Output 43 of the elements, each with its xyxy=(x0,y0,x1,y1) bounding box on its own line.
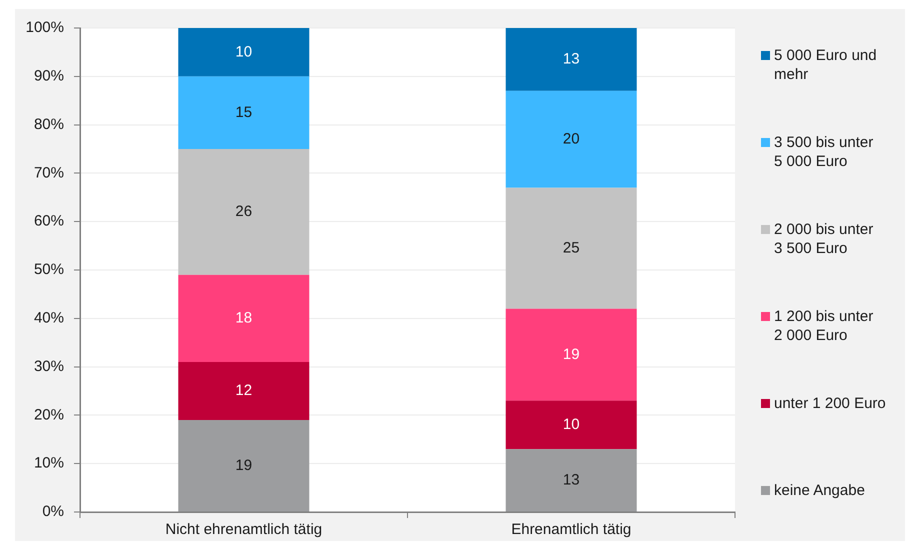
data-label: 19 xyxy=(562,346,580,363)
legend-label: 3 500 bis unter 5 000 Euro xyxy=(774,133,874,171)
bar xyxy=(506,449,637,512)
y-tick-label: 10% xyxy=(34,454,64,472)
legend-label: unter 1 200 Euro xyxy=(774,394,887,413)
legend-label: keine Angabe xyxy=(774,481,866,500)
bar xyxy=(506,28,637,91)
y-tick-label: 60% xyxy=(34,212,64,230)
y-tick-label: 50% xyxy=(34,261,64,278)
y-tick-label: 20% xyxy=(34,406,64,424)
data-label: 26 xyxy=(235,203,252,220)
y-tick-label: 0% xyxy=(42,503,64,520)
bar xyxy=(506,308,637,401)
x-tick-label: Ehrenamtlich tätig xyxy=(511,521,632,538)
bar xyxy=(178,362,310,420)
y-tick-label: 30% xyxy=(34,358,64,375)
data-label: 12 xyxy=(235,382,252,400)
bar xyxy=(178,420,310,512)
data-label: 15 xyxy=(235,104,252,121)
y-tick-label: 100% xyxy=(26,19,64,36)
y-tick-label: 80% xyxy=(34,116,64,133)
x-tick-label: Nicht ehrenamtlich tätig xyxy=(165,521,322,538)
y-tick-label: 40% xyxy=(34,310,64,327)
data-label: 18 xyxy=(235,310,252,327)
data-label: 10 xyxy=(235,43,252,60)
legend-label: 1 200 bis unter 2 000 Euro xyxy=(774,307,874,345)
data-label: 20 xyxy=(562,130,580,148)
bar xyxy=(178,28,310,76)
y-tick-label: 70% xyxy=(34,164,64,182)
data-label: 13 xyxy=(562,50,580,68)
bar xyxy=(178,76,310,149)
bar xyxy=(178,149,310,275)
bar xyxy=(506,188,637,309)
bar xyxy=(506,90,637,188)
data-label: 13 xyxy=(562,471,580,488)
data-label: 19 xyxy=(235,456,252,474)
bar xyxy=(178,274,310,362)
y-tick-label: 90% xyxy=(34,68,64,85)
data-label: 25 xyxy=(562,239,580,256)
legend-label: 5 000 Euro und mehr xyxy=(774,46,878,84)
legend-label: 2 000 bis unter 3 500 Euro xyxy=(774,220,874,258)
data-label: 10 xyxy=(562,416,580,434)
bar xyxy=(506,400,637,450)
